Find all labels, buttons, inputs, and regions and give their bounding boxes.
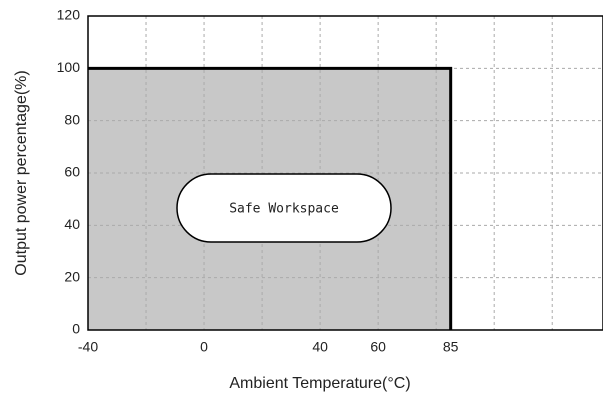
y-tick-label: 100 xyxy=(57,59,81,75)
y-tick-label: 60 xyxy=(64,164,80,180)
y-tick-label: 80 xyxy=(64,111,80,127)
line xyxy=(88,66,453,330)
annotation: Safe Workspace xyxy=(229,202,339,217)
y-tick-label: 120 xyxy=(57,7,81,23)
y-tick-label: 40 xyxy=(64,216,80,232)
x-tick-label: 40 xyxy=(312,339,328,355)
x-tick-label: 85 xyxy=(443,339,459,355)
x-tick-label: 0 xyxy=(200,339,208,355)
x-tick-label: 60 xyxy=(370,339,386,355)
y-tick-label: 20 xyxy=(64,268,80,284)
y-axis-label: Output power percentage(%) xyxy=(13,70,30,275)
annotation-box xyxy=(176,173,392,243)
x-tick-label: -40 xyxy=(78,339,98,355)
y-tick-label: 0 xyxy=(72,321,80,337)
axis-frame xyxy=(87,15,603,331)
x-axis-label: Ambient Temperature(°C) xyxy=(229,375,410,392)
